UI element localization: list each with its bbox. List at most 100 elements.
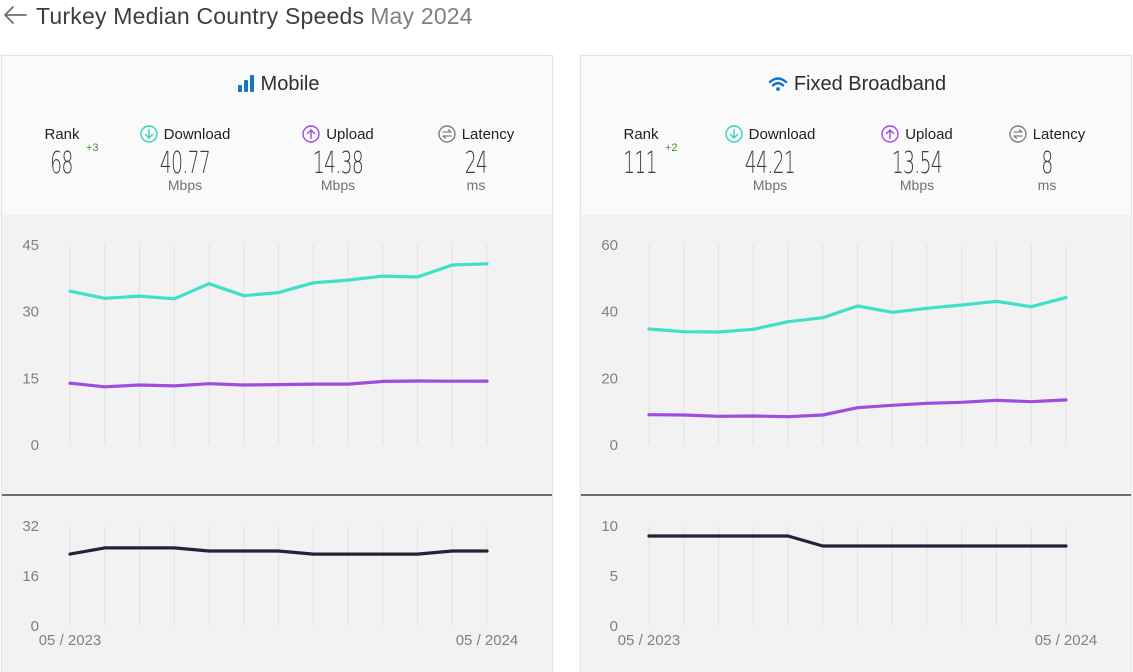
latency-data-point[interactable]	[853, 541, 863, 551]
download-data-point[interactable]	[1026, 302, 1036, 312]
mobile-rank-value: 68	[50, 146, 73, 181]
latency-data-point[interactable]	[922, 541, 932, 551]
download-data-point[interactable]	[308, 278, 318, 288]
upload-data-point[interactable]	[1061, 395, 1071, 405]
latency-data-point[interactable]	[413, 549, 423, 559]
upload-data-point[interactable]	[887, 400, 897, 410]
latency-data-point[interactable]	[679, 531, 689, 541]
upload-data-point[interactable]	[482, 376, 492, 386]
upload-data-point[interactable]	[100, 382, 110, 392]
mobile-panel-title: Mobile	[2, 73, 552, 96]
speed-y-tick-label: 30	[22, 304, 39, 321]
fixed-panel-title: Fixed Broadband	[581, 73, 1131, 96]
download-data-point[interactable]	[887, 307, 897, 317]
latency-data-point[interactable]	[818, 541, 828, 551]
x-tick-label-start: 05 / 2023	[618, 632, 681, 649]
upload-data-point[interactable]	[447, 376, 457, 386]
fixed-latency-unit: ms	[1037, 177, 1057, 193]
download-data-point[interactable]	[957, 300, 967, 310]
download-data-point[interactable]	[992, 296, 1002, 306]
fixed-download: Download 44.21 Mbps	[711, 124, 829, 193]
latency-data-point[interactable]	[100, 543, 110, 553]
latency-data-point[interactable]	[748, 531, 758, 541]
download-data-point[interactable]	[204, 279, 214, 289]
download-data-point[interactable]	[679, 327, 689, 337]
upload-data-point[interactable]	[169, 381, 179, 391]
upload-data-point[interactable]	[413, 376, 423, 386]
upload-data-point[interactable]	[679, 410, 689, 420]
latency-data-point[interactable]	[783, 531, 793, 541]
latency-data-point[interactable]	[274, 546, 284, 556]
latency-data-point[interactable]	[644, 531, 654, 541]
latency-data-point[interactable]	[1061, 541, 1071, 551]
download-data-point[interactable]	[818, 313, 828, 323]
download-data-point[interactable]	[922, 303, 932, 313]
download-data-point[interactable]	[1061, 293, 1071, 303]
latency-data-point[interactable]	[887, 541, 897, 551]
latency-data-point[interactable]	[343, 549, 353, 559]
download-data-point[interactable]	[65, 286, 75, 296]
upload-data-point[interactable]	[378, 376, 388, 386]
latency-data-point[interactable]	[992, 541, 1002, 551]
upload-data-point[interactable]	[65, 378, 75, 388]
download-arrow-icon	[724, 125, 743, 143]
download-data-point[interactable]	[447, 260, 457, 270]
latency-data-point[interactable]	[378, 549, 388, 559]
latency-data-point[interactable]	[169, 543, 179, 553]
upload-data-point[interactable]	[308, 379, 318, 389]
latency-y-tick-label: 16	[22, 568, 39, 585]
upload-data-point[interactable]	[783, 412, 793, 422]
latency-data-point[interactable]	[482, 546, 492, 556]
upload-data-point[interactable]	[239, 380, 249, 390]
latency-data-point[interactable]	[135, 543, 145, 553]
download-data-point[interactable]	[853, 301, 863, 311]
upload-data-point[interactable]	[204, 379, 214, 389]
speed-y-tick-label: 45	[22, 237, 39, 254]
latency-data-point[interactable]	[308, 549, 318, 559]
upload-data-point[interactable]	[714, 411, 724, 421]
download-data-point[interactable]	[783, 317, 793, 327]
latency-data-point[interactable]	[239, 546, 249, 556]
speed-y-tick-label: 0	[610, 437, 618, 454]
latency-data-point[interactable]	[65, 549, 75, 559]
upload-data-point[interactable]	[818, 410, 828, 420]
upload-data-point[interactable]	[135, 380, 145, 390]
back-arrow-icon[interactable]	[2, 4, 28, 26]
download-data-point[interactable]	[714, 327, 724, 337]
latency-data-point[interactable]	[204, 546, 214, 556]
upload-data-point[interactable]	[748, 411, 758, 421]
download-data-point[interactable]	[644, 324, 654, 334]
upload-data-point[interactable]	[644, 410, 654, 420]
upload-data-point[interactable]	[992, 395, 1002, 405]
download-data-point[interactable]	[378, 271, 388, 281]
download-data-point[interactable]	[169, 294, 179, 304]
fixed-title-text: Fixed Broadband	[793, 73, 947, 95]
download-data-point[interactable]	[100, 293, 110, 303]
download-data-point[interactable]	[239, 291, 249, 301]
latency-data-point[interactable]	[957, 541, 967, 551]
upload-data-point[interactable]	[853, 403, 863, 413]
download-data-point[interactable]	[343, 275, 353, 285]
x-tick-label-start: 05 / 2023	[39, 632, 102, 649]
download-data-point[interactable]	[413, 272, 423, 282]
mobile-title-text: Mobile	[260, 73, 320, 95]
fixed-upload-label: Upload	[905, 125, 953, 143]
latency-data-point[interactable]	[1026, 541, 1036, 551]
mobile-upload-label-row: Upload	[286, 124, 390, 144]
latency-data-point[interactable]	[714, 531, 724, 541]
upload-series-line	[68, 379, 489, 389]
fixed-download-label-row: Download	[711, 124, 829, 144]
fixed-upload-value: 13.54	[891, 146, 943, 181]
latency-y-tick-label: 32	[22, 518, 39, 535]
upload-data-point[interactable]	[343, 379, 353, 389]
download-data-point[interactable]	[135, 291, 145, 301]
upload-data-point[interactable]	[922, 398, 932, 408]
fixed-panel: Fixed Broadband Rank 111 +2 Download 44.…	[580, 55, 1132, 672]
upload-data-point[interactable]	[274, 380, 284, 390]
download-data-point[interactable]	[482, 259, 492, 269]
download-data-point[interactable]	[748, 324, 758, 334]
download-data-point[interactable]	[274, 288, 284, 298]
upload-data-point[interactable]	[1026, 397, 1036, 407]
upload-data-point[interactable]	[957, 397, 967, 407]
latency-data-point[interactable]	[447, 546, 457, 556]
